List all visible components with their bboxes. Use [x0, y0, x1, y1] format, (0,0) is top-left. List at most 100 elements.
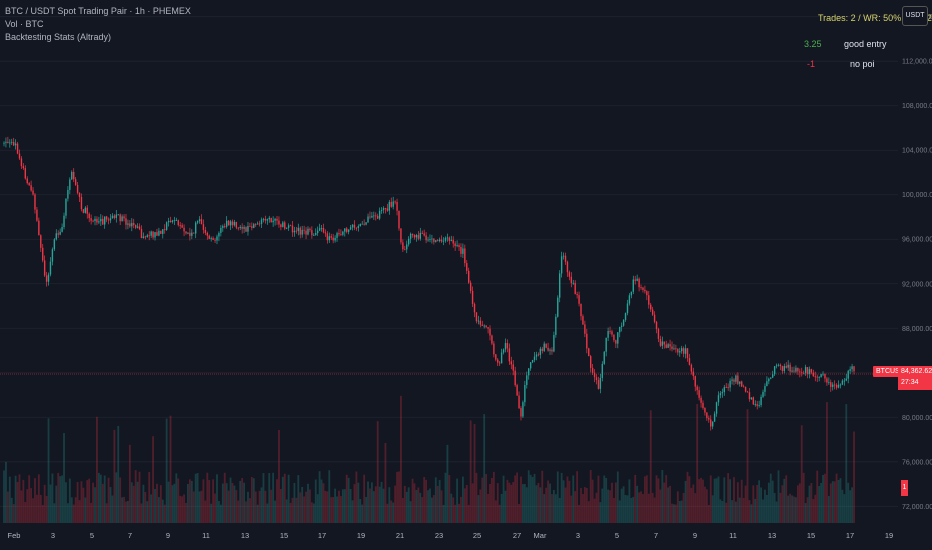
candle-body	[667, 344, 669, 348]
candle-body	[696, 386, 698, 391]
volume-bar	[175, 473, 178, 523]
volume-bar	[841, 489, 844, 523]
volume-bar	[514, 475, 517, 523]
volume-bar	[460, 496, 462, 523]
candle-body	[770, 377, 772, 379]
volume-bar	[218, 501, 220, 523]
volume-bar	[661, 470, 664, 523]
candle-body	[679, 351, 681, 353]
candle-body	[121, 216, 123, 222]
volume-bar	[272, 472, 275, 523]
candle-body	[572, 282, 574, 284]
volume-bar	[835, 473, 838, 523]
volume-bar	[853, 431, 855, 523]
volume-bar	[214, 493, 216, 523]
candle-body	[183, 227, 185, 232]
volume-bar	[570, 495, 573, 523]
volume-bar	[489, 483, 491, 523]
candle-body	[468, 270, 470, 283]
volume-bar	[190, 480, 193, 523]
stats-label-2: no poi	[850, 59, 875, 69]
candle-body	[795, 367, 797, 372]
candle-body	[477, 320, 480, 322]
candle-body	[460, 246, 462, 254]
candle-body	[291, 225, 294, 233]
volume-bar	[268, 472, 271, 523]
volume-bar	[535, 485, 538, 523]
volume-bar	[409, 501, 412, 523]
volume-bar	[674, 504, 677, 523]
volume-bar	[6, 491, 9, 523]
volume-bar	[30, 488, 33, 523]
volume-bar	[276, 479, 278, 523]
candle-body	[59, 231, 61, 235]
candle-body	[57, 233, 59, 235]
candle-body	[630, 291, 633, 296]
candle-body	[582, 316, 584, 325]
volume-legend[interactable]: Vol · BTC	[5, 19, 44, 29]
candle-body	[251, 226, 253, 228]
volume-bar	[140, 503, 143, 523]
volume-bar	[390, 500, 393, 523]
candle-body	[148, 235, 150, 237]
candle-body	[202, 224, 205, 230]
candle-body	[835, 384, 838, 388]
volume-bar	[14, 475, 17, 523]
candle-body	[373, 215, 375, 217]
candle-body	[173, 220, 176, 222]
volume-bar	[804, 503, 807, 523]
candle-body	[466, 263, 468, 271]
candle-body	[471, 290, 474, 304]
candle-body	[619, 326, 621, 333]
volume-bar	[283, 473, 286, 523]
candle-body	[425, 235, 427, 241]
candle-body	[131, 223, 133, 227]
candle-body	[330, 236, 332, 238]
volume-bar	[345, 474, 348, 523]
volume-bar	[764, 489, 766, 523]
currency-button[interactable]: USDT	[902, 6, 928, 26]
candle-body	[43, 260, 46, 276]
volume-bar	[241, 478, 244, 523]
symbol-title[interactable]: BTC / USDT Spot Trading Pair · 1h · PHEM…	[5, 6, 191, 16]
volume-bar	[128, 444, 131, 523]
volume-bar	[725, 502, 728, 523]
volume-bar	[125, 501, 127, 523]
candle-body	[739, 381, 741, 384]
volume-bar	[611, 482, 613, 523]
stats-value-2: -1	[807, 59, 816, 69]
candle-body	[276, 218, 278, 221]
volume-bar	[618, 500, 621, 523]
volume-bar	[415, 490, 418, 523]
candle-body	[42, 247, 44, 261]
candle-body	[413, 235, 416, 238]
volume-bar	[798, 483, 801, 523]
candle-body	[347, 229, 350, 232]
candle-body	[485, 325, 487, 328]
volume-bar	[452, 497, 455, 523]
volume-bar	[233, 485, 236, 523]
volume-bar	[407, 487, 410, 523]
candle-body	[648, 295, 650, 305]
volume-bar	[132, 485, 135, 523]
volume-bar	[96, 416, 98, 523]
candle-body	[735, 375, 737, 382]
candle-body	[357, 226, 360, 229]
candle-body	[564, 255, 567, 262]
candle-body	[433, 238, 435, 242]
indicator-legend[interactable]: Backtesting Stats (Altrady)	[5, 32, 112, 42]
candle-body	[830, 382, 832, 387]
volume-bar	[663, 482, 666, 523]
candle-body	[123, 216, 125, 219]
volume-bar	[849, 490, 852, 523]
candle-body	[316, 230, 319, 234]
volume-bar	[376, 421, 379, 523]
volume-bar	[318, 471, 321, 523]
countdown-timer: 27:34	[901, 379, 919, 386]
volume-bar	[696, 403, 699, 523]
time-axis-label: 21	[396, 531, 404, 540]
volume-bar	[723, 477, 726, 523]
candle-body	[311, 230, 313, 236]
candle-body	[680, 348, 683, 352]
